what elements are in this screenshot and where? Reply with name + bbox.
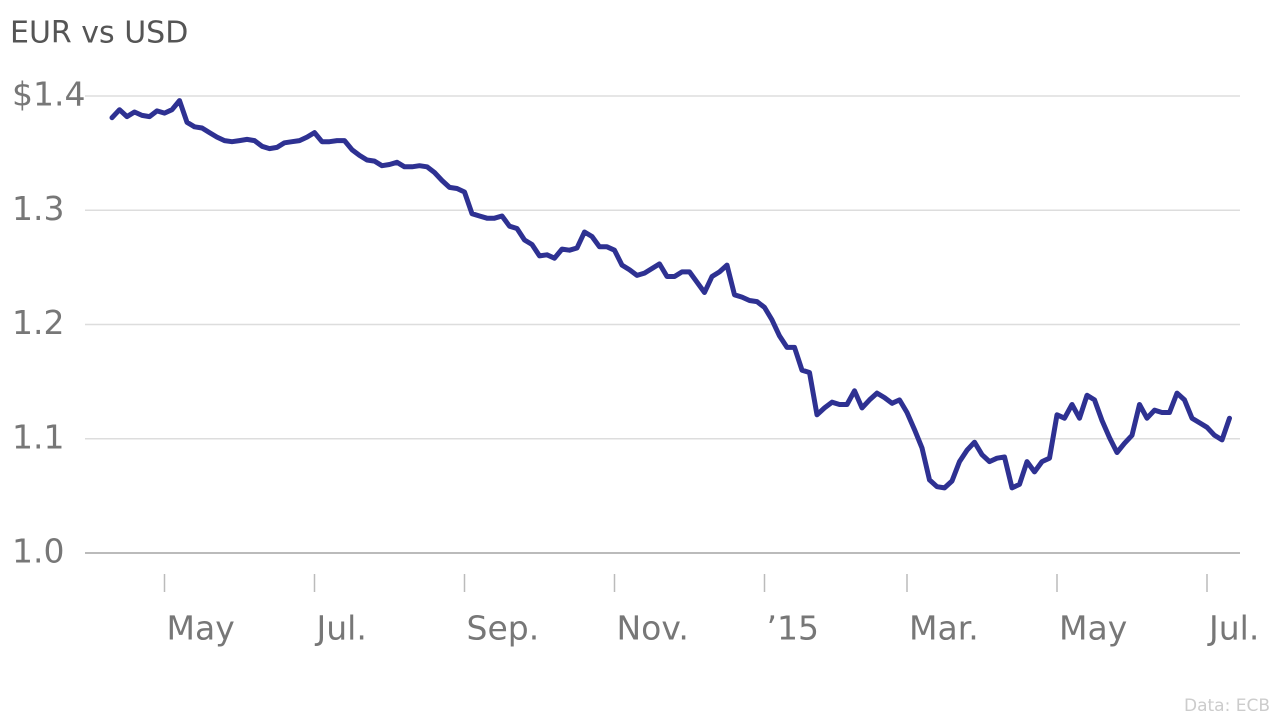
x-tick-label: Jul. (315, 609, 367, 648)
y-tick-label: 1.2 (12, 303, 64, 342)
x-tick-label: Jul. (1207, 609, 1259, 648)
y-tick-label: $1.4 (12, 75, 85, 114)
source-note: Data: ECB (1184, 696, 1270, 716)
x-tick-label: Nov. (617, 609, 689, 648)
y-tick-label: 1.3 (12, 189, 64, 228)
data-line (109, 98, 1232, 491)
x-tick-label: Mar. (909, 609, 979, 648)
x-tick-label: May (1059, 609, 1127, 648)
x-tick-label: May (167, 609, 235, 648)
y-tick-label: 1.0 (12, 532, 64, 571)
chart-title: EUR vs USD (10, 16, 188, 51)
x-tick-label: Sep. (467, 609, 540, 648)
y-tick-label: 1.1 (12, 417, 64, 456)
x-tick-label: ’15 (767, 609, 819, 648)
